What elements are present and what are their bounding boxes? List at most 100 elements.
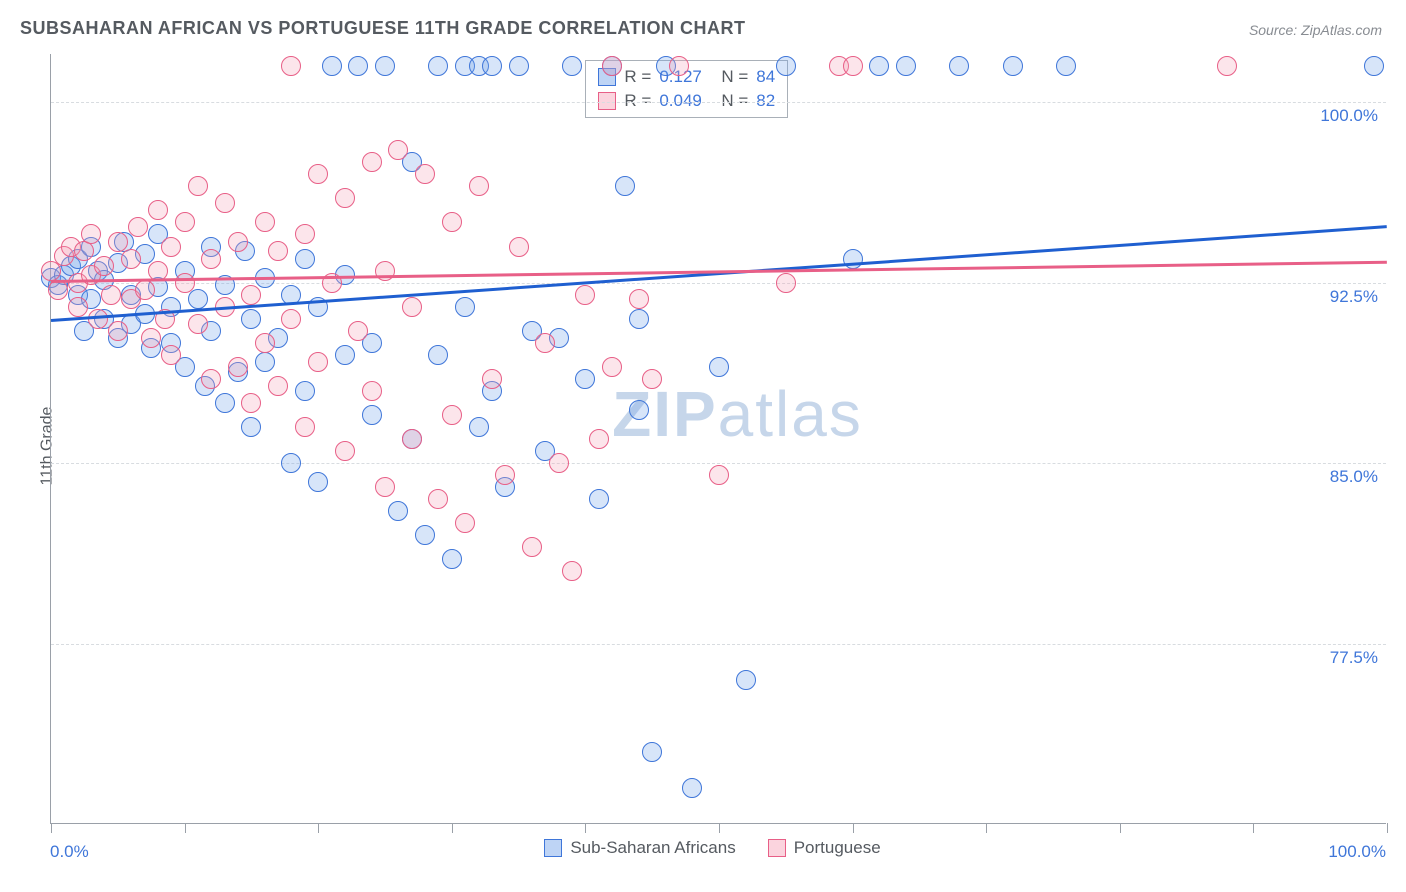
data-point	[736, 670, 756, 690]
data-point	[108, 232, 128, 252]
data-point	[469, 176, 489, 196]
data-point	[295, 381, 315, 401]
gridline	[51, 283, 1386, 284]
x-tick	[986, 823, 987, 833]
data-point	[161, 345, 181, 365]
legend-n-label: N =	[721, 91, 748, 111]
data-point	[241, 393, 261, 413]
data-point	[682, 778, 702, 798]
x-tick	[452, 823, 453, 833]
trend-line	[51, 261, 1387, 283]
data-point	[1003, 56, 1023, 76]
data-point	[141, 328, 161, 348]
data-point	[215, 393, 235, 413]
data-point	[375, 56, 395, 76]
data-point	[482, 56, 502, 76]
legend-swatch	[598, 92, 616, 110]
data-point	[709, 357, 729, 377]
data-point	[629, 400, 649, 420]
data-point	[669, 56, 689, 76]
data-point	[308, 164, 328, 184]
data-point	[268, 241, 288, 261]
data-point	[335, 441, 355, 461]
legend-n-value: 82	[756, 91, 775, 111]
watermark-zip: ZIP	[612, 378, 718, 450]
data-point	[161, 237, 181, 257]
data-point	[1056, 56, 1076, 76]
data-point	[255, 212, 275, 232]
data-point	[241, 417, 261, 437]
data-point	[776, 273, 796, 293]
legend-swatch	[768, 839, 786, 857]
series-legend-item: Sub-Saharan Africans	[544, 838, 735, 858]
data-point	[348, 56, 368, 76]
data-point	[362, 152, 382, 172]
data-point	[642, 369, 662, 389]
data-point	[509, 56, 529, 76]
y-tick-label: 92.5%	[1330, 287, 1378, 307]
data-point	[148, 200, 168, 220]
data-point	[455, 297, 475, 317]
data-point	[869, 56, 889, 76]
data-point	[709, 465, 729, 485]
data-point	[188, 176, 208, 196]
data-point	[442, 405, 462, 425]
trend-line	[51, 225, 1387, 321]
x-tick	[719, 823, 720, 833]
data-point	[642, 742, 662, 762]
x-tick	[1120, 823, 1121, 833]
data-point	[402, 429, 422, 449]
data-point	[776, 56, 796, 76]
data-point	[428, 345, 448, 365]
legend-n-value: 84	[756, 67, 775, 87]
data-point	[255, 333, 275, 353]
series-name: Portuguese	[794, 838, 881, 858]
data-point	[843, 56, 863, 76]
data-point	[228, 357, 248, 377]
legend-r-label: R =	[624, 91, 651, 111]
data-point	[228, 232, 248, 252]
data-point	[281, 309, 301, 329]
data-point	[428, 489, 448, 509]
data-point	[428, 56, 448, 76]
data-point	[415, 525, 435, 545]
data-point	[509, 237, 529, 257]
series-legend: Sub-Saharan Africans Portuguese	[544, 838, 880, 858]
data-point	[629, 289, 649, 309]
data-point	[108, 321, 128, 341]
data-point	[442, 549, 462, 569]
data-point	[1217, 56, 1237, 76]
data-point	[602, 357, 622, 377]
data-point	[949, 56, 969, 76]
data-point	[388, 501, 408, 521]
data-point	[295, 224, 315, 244]
data-point	[188, 289, 208, 309]
data-point	[241, 309, 261, 329]
data-point	[94, 256, 114, 276]
legend-r-value: 0.049	[659, 91, 713, 111]
data-point	[48, 280, 68, 300]
x-tick-label: 0.0%	[50, 842, 89, 862]
gridline	[51, 102, 1386, 103]
data-point	[469, 417, 489, 437]
data-point	[281, 56, 301, 76]
data-point	[175, 273, 195, 293]
source-label: Source: ZipAtlas.com	[1249, 22, 1382, 38]
data-point	[388, 140, 408, 160]
data-point	[402, 297, 422, 317]
data-point	[549, 453, 569, 473]
series-legend-item: Portuguese	[768, 838, 881, 858]
data-point	[308, 352, 328, 372]
legend-n-label: N =	[721, 67, 748, 87]
data-point	[308, 472, 328, 492]
x-tick	[318, 823, 319, 833]
data-point	[562, 56, 582, 76]
chart-title: SUBSAHARAN AFRICAN VS PORTUGUESE 11TH GR…	[20, 18, 746, 39]
data-point	[535, 333, 555, 353]
data-point	[602, 56, 622, 76]
x-tick	[585, 823, 586, 833]
data-point	[201, 249, 221, 269]
data-point	[375, 477, 395, 497]
data-point	[562, 561, 582, 581]
data-point	[495, 465, 515, 485]
